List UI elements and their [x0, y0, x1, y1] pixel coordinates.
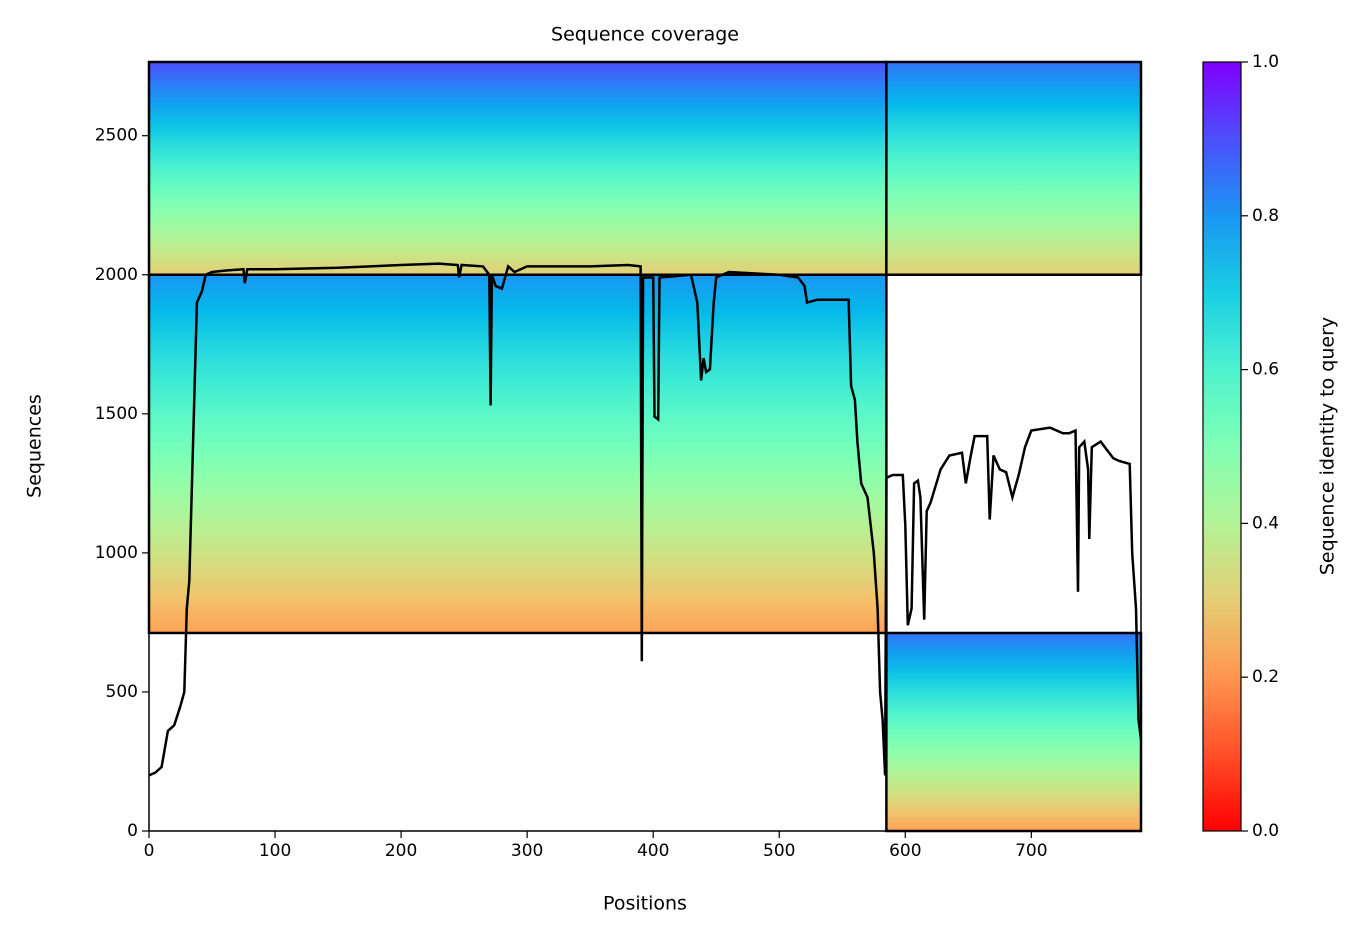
colorbar-label: Sequence identity to query [1317, 317, 1339, 575]
msa-block [147, 273, 888, 635]
colorbar-tick-label: 0.0 [1252, 821, 1279, 841]
colorbar [1202, 61, 1242, 832]
x-tick-label: 300 [511, 841, 543, 861]
colorbar-tick-label: 0.4 [1252, 513, 1279, 533]
x-tick-label: 700 [1015, 841, 1047, 861]
colorbar-tick-label: 0.8 [1252, 206, 1279, 226]
y-tick-label: 2000 [95, 265, 138, 285]
msa-block [885, 60, 1143, 277]
x-tick-label: 500 [763, 841, 795, 861]
y-tick-label: 0 [127, 821, 138, 841]
x-tick-label: 400 [637, 841, 669, 861]
colorbar-tick-label: 0.2 [1252, 667, 1279, 687]
y-tick-label: 500 [106, 682, 138, 702]
plot-frame [148, 61, 1142, 832]
x-tick-label: 100 [259, 841, 291, 861]
y-axis-label: Sequences [24, 394, 46, 498]
y-tick-label: 2500 [95, 126, 138, 146]
x-tick-label: 0 [144, 841, 155, 861]
msa-block [147, 60, 888, 277]
chart-title: Sequence coverage [551, 24, 739, 46]
coverage-line [148, 262, 1143, 777]
colorbar-tick-label: 1.0 [1252, 52, 1279, 72]
y-tick-label: 1500 [95, 404, 138, 424]
x-tick-label: 200 [385, 841, 417, 861]
msa-block [885, 631, 1143, 833]
y-tick-label: 1000 [95, 543, 138, 563]
x-axis-label: Positions [603, 893, 687, 915]
colorbar-tick-label: 0.6 [1252, 360, 1279, 380]
x-tick-label: 600 [889, 841, 921, 861]
